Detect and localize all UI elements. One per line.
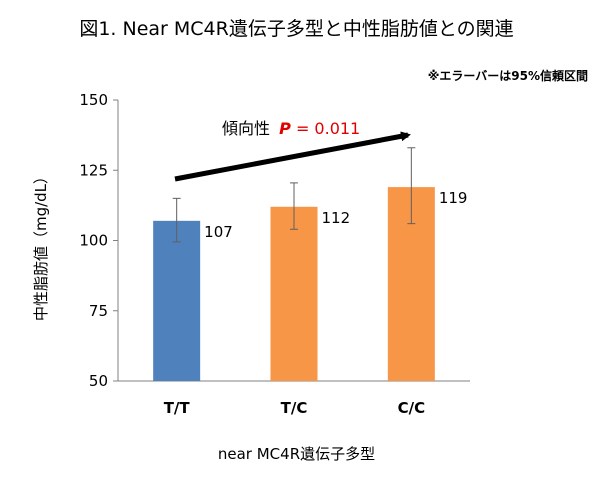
y-axis-label: 中性脂肪値（mg/dL） <box>32 169 50 321</box>
p-symbol: P <box>279 119 291 138</box>
bar-t-c <box>270 206 318 381</box>
data-label: 112 <box>322 209 351 227</box>
trend-label: 傾向性 <box>222 119 270 138</box>
error-bars <box>172 147 416 243</box>
y-tick-label: 125 <box>79 161 108 179</box>
trend-arrow <box>174 131 411 182</box>
y-tick-label: 100 <box>79 232 108 250</box>
data-labels: 107 112 119 <box>204 189 467 241</box>
data-label: 107 <box>204 223 233 241</box>
trend-annotation: 傾向性 P = 0.011 <box>222 119 360 138</box>
x-axis-label: near MC4R遺伝子多型 <box>217 445 376 463</box>
x-tick-labels: T/T T/C C/C <box>164 399 425 417</box>
x-tick-label: T/C <box>281 399 308 417</box>
y-tick-label: 150 <box>79 91 108 109</box>
data-label: 119 <box>439 189 468 207</box>
error-bar-note: ※エラーバーは95%信頼区間 <box>428 68 588 83</box>
y-tick-label: 75 <box>89 302 108 320</box>
p-value: = 0.011 <box>296 119 360 138</box>
bars <box>153 187 435 381</box>
x-tick-label: T/T <box>164 399 191 417</box>
x-tick-label: C/C <box>398 399 426 417</box>
y-tick-label: 50 <box>89 372 108 390</box>
chart-title: 図1. Near MC4R遺伝子多型と中性脂肪値との関連 <box>79 18 514 40</box>
bar-t-t <box>153 220 201 381</box>
y-axis: 50 75 100 125 150 <box>79 91 470 390</box>
